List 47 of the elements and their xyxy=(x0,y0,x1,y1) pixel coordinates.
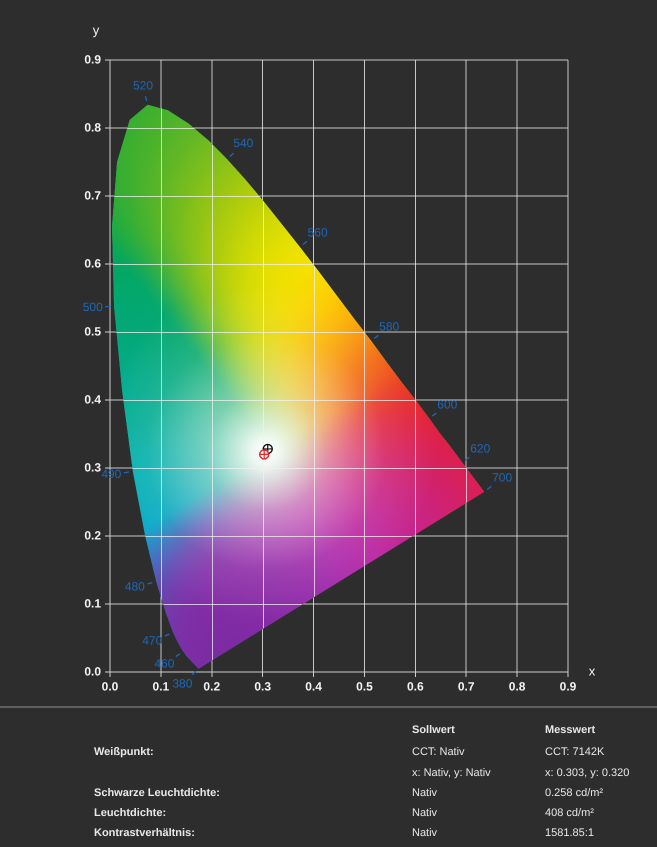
text: Nativ xyxy=(412,826,438,840)
text: CCT: 7142K xyxy=(545,745,604,759)
text: x: Nativ, y: Nativ xyxy=(412,766,491,780)
text: x: 0.303, y: 0.320 xyxy=(545,766,630,780)
text: Sollwert xyxy=(412,723,455,737)
x-tick-label: 0.8 xyxy=(508,680,526,694)
text: Kontrastverhältnis: xyxy=(94,826,195,840)
text: CCT: Nativ xyxy=(412,745,465,759)
y-tick-label: 0.2 xyxy=(84,528,102,542)
y-tick-label: 0.3 xyxy=(84,460,102,474)
text: Messwert xyxy=(545,723,596,737)
annotation: 580 xyxy=(379,320,400,334)
text: 0.258 cd/m² xyxy=(545,786,604,800)
annotation: 540 xyxy=(233,136,254,150)
x-tick-label: 0.2 xyxy=(203,680,220,694)
y-tick-label: 0.8 xyxy=(84,120,102,134)
annotation: 620 xyxy=(470,441,491,456)
annotation: 700 xyxy=(492,470,512,485)
x-tick-label: 0.1 xyxy=(152,680,170,694)
x-tick-label: 0.6 xyxy=(406,680,424,694)
x-tick-label: 0.5 xyxy=(356,680,374,694)
y-tick-label: 0.4 xyxy=(84,392,102,406)
text: 1581.85:1 xyxy=(545,826,594,840)
text: Weißpunkt: xyxy=(94,745,154,759)
y-tick-label: 0.1 xyxy=(84,596,102,610)
x-tick-label: 0.3 xyxy=(254,680,272,694)
annotation: 600 xyxy=(437,397,458,412)
text: Nativ xyxy=(412,806,438,820)
x-tick-label: 0.4 xyxy=(305,680,322,694)
y-tick-label: 0.5 xyxy=(84,324,102,338)
annotation: 500 xyxy=(82,300,104,314)
x-tick-label: 0.0 xyxy=(102,680,119,694)
y-axis-title: y xyxy=(92,22,100,38)
text: 408 cd/m² xyxy=(545,806,594,820)
y-tick-label: 0.7 xyxy=(84,188,102,202)
annotation: 520 xyxy=(132,78,154,93)
x-axis-title: x xyxy=(588,664,596,679)
annotation: 480 xyxy=(124,580,146,594)
y-tick-label: 0.9 xyxy=(84,52,102,66)
y-tick-label: 0.0 xyxy=(84,664,102,678)
text: Nativ xyxy=(412,786,438,800)
x-tick-label: 0.7 xyxy=(458,680,475,694)
x-tick-label: 0.9 xyxy=(560,680,577,694)
text: Leuchtdichte: xyxy=(94,806,166,820)
text: Schwarze Leuchtdichte: xyxy=(94,786,220,800)
annotation: 380 xyxy=(172,676,193,690)
y-tick-label: 0.6 xyxy=(84,256,102,270)
